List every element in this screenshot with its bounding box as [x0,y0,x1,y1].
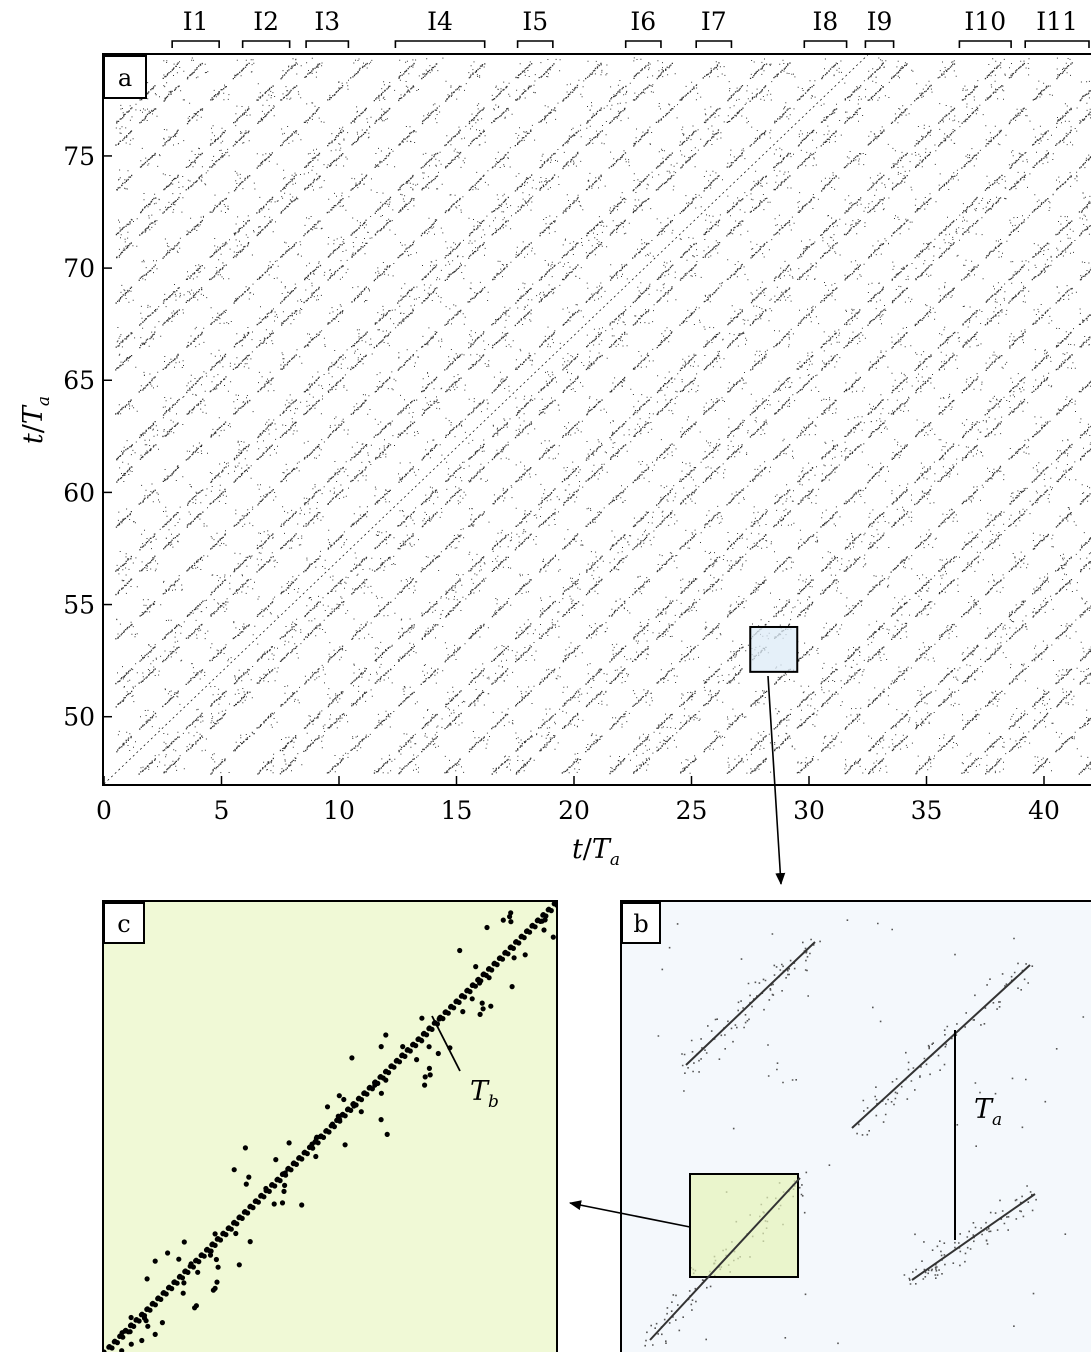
x-axis-label-var: t [572,834,583,865]
y-tick-label: 55 [63,591,95,620]
ta-annotation: Ta [974,1094,1002,1130]
x-tick-label: 0 [96,796,112,825]
y-axis-label-slash: / [18,423,49,433]
x-axis-label: t/Ta [572,834,620,870]
tb-var: T [470,1076,490,1107]
zoom-box-b [749,625,799,673]
x-tick-label: 25 [676,796,708,825]
panel-a-label: a [118,64,132,92]
panel-c-scatter [104,902,556,1352]
y-axis-label: t/Ta [18,396,54,444]
x-tick-label: 15 [441,796,473,825]
interval-label: I1 [183,7,209,36]
y-tick-label: 50 [63,703,95,732]
y-axis-label-den: T [18,404,49,424]
recurrence-diagonal [851,964,1031,1129]
interval-bracket [516,40,554,48]
panel-a-frame [102,53,1091,786]
panel-b-diagonals [649,941,1036,1341]
interval-bracket [624,40,662,48]
interval-bracket [695,40,733,48]
x-tick-label: 40 [1028,796,1060,825]
interval-bracket [241,40,291,48]
ta-sub: a [992,1110,1002,1130]
recurrence-diagonal [685,941,816,1066]
y-tick-label: 70 [63,254,95,283]
interval-label: I11 [1036,7,1078,36]
interval-label: I4 [427,7,453,36]
y-axis-label-var: t [18,433,49,444]
interval-bracket [171,40,220,48]
tb-annotation: Tb [470,1076,499,1112]
y-tick-label: 75 [63,142,95,171]
recurrence-diagonal [911,1193,1036,1281]
panel-c-points [104,902,556,1352]
interval-label: I10 [964,7,1006,36]
y-axis-label-sub: a [34,396,54,406]
panel-a-label-box [103,55,147,99]
interval-label: I7 [701,7,727,36]
interval-label: I3 [314,7,340,36]
interval-label: I5 [522,7,548,36]
interval-bracket [803,40,848,48]
x-axis-label-slash: / [583,834,593,865]
interval-bracket [958,40,1012,48]
x-tick-label: 10 [323,796,355,825]
interval-label: I9 [867,7,893,36]
interval-label: I2 [253,7,279,36]
y-tick-label: 65 [63,366,95,395]
tb-sub: b [488,1092,499,1112]
panel-c: Tb c [102,900,558,1352]
interval-brackets: I1 I2 I3 I4 I5 I6 I7 I8 I9 I10 I11 [171,7,1090,48]
panel-b: Ta b [620,900,1091,1352]
y-axis-ticks: 50 55 60 65 70 75 [63,142,112,732]
panel-a: 0 5 10 15 20 25 30 35 40 50 55 60 65 70 75 I1 I2 I3 I4 I5… [18,7,1091,870]
main-diagonal [104,55,868,784]
panel-c-label-box [103,902,145,944]
x-axis-label-sub: a [610,850,620,870]
interval-bracket [864,40,895,48]
interval-bracket [394,40,486,48]
arrow-b-to-c [569,1200,691,1228]
x-tick-label: 30 [793,796,825,825]
interval-label: I6 [630,7,656,36]
interval-bracket [305,40,350,48]
x-tick-label: 20 [558,796,590,825]
x-axis-label-den: T [592,834,612,865]
panel-b-label: b [633,910,648,938]
x-axis-ticks: 0 5 10 15 20 25 30 35 40 [96,776,1060,825]
y-tick-label: 60 [63,478,95,507]
ta-var: T [974,1094,994,1125]
x-tick-label: 5 [214,796,230,825]
panel-b-label-box [621,902,661,944]
tb-marker-line [431,1015,461,1072]
panel-a-points [104,55,1091,784]
interval-label: I8 [813,7,839,36]
panel-b-frame [620,900,1091,1352]
recurrence-diagonal [649,1177,801,1341]
panel-c-label: c [117,910,130,938]
zoom-box-c [689,1173,799,1278]
arrow-a-to-b [767,675,786,885]
interval-bracket [1024,40,1090,48]
x-tick-label: 35 [911,796,943,825]
